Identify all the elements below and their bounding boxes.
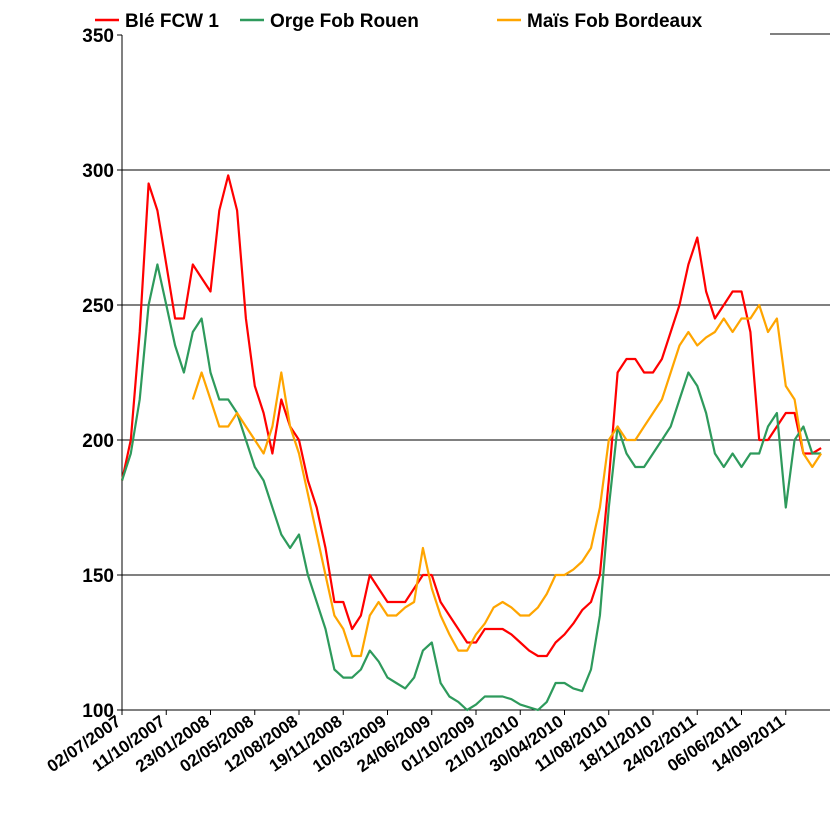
- y-tick-label: 150: [82, 566, 114, 587]
- y-tick-label: 100: [82, 701, 114, 722]
- y-tick-label: 350: [82, 26, 114, 47]
- y-tick-label: 300: [82, 161, 114, 182]
- legend-label: Maïs Fob Bordeaux: [527, 11, 703, 32]
- series-line: [120, 263, 822, 712]
- y-tick-label: 200: [82, 431, 114, 452]
- series-line: [120, 174, 822, 658]
- legend-label: Blé FCW 1: [125, 11, 219, 32]
- series-line: [191, 303, 823, 658]
- y-tick-label: 250: [82, 296, 114, 317]
- legend-label: Orge Fob Rouen: [270, 11, 419, 32]
